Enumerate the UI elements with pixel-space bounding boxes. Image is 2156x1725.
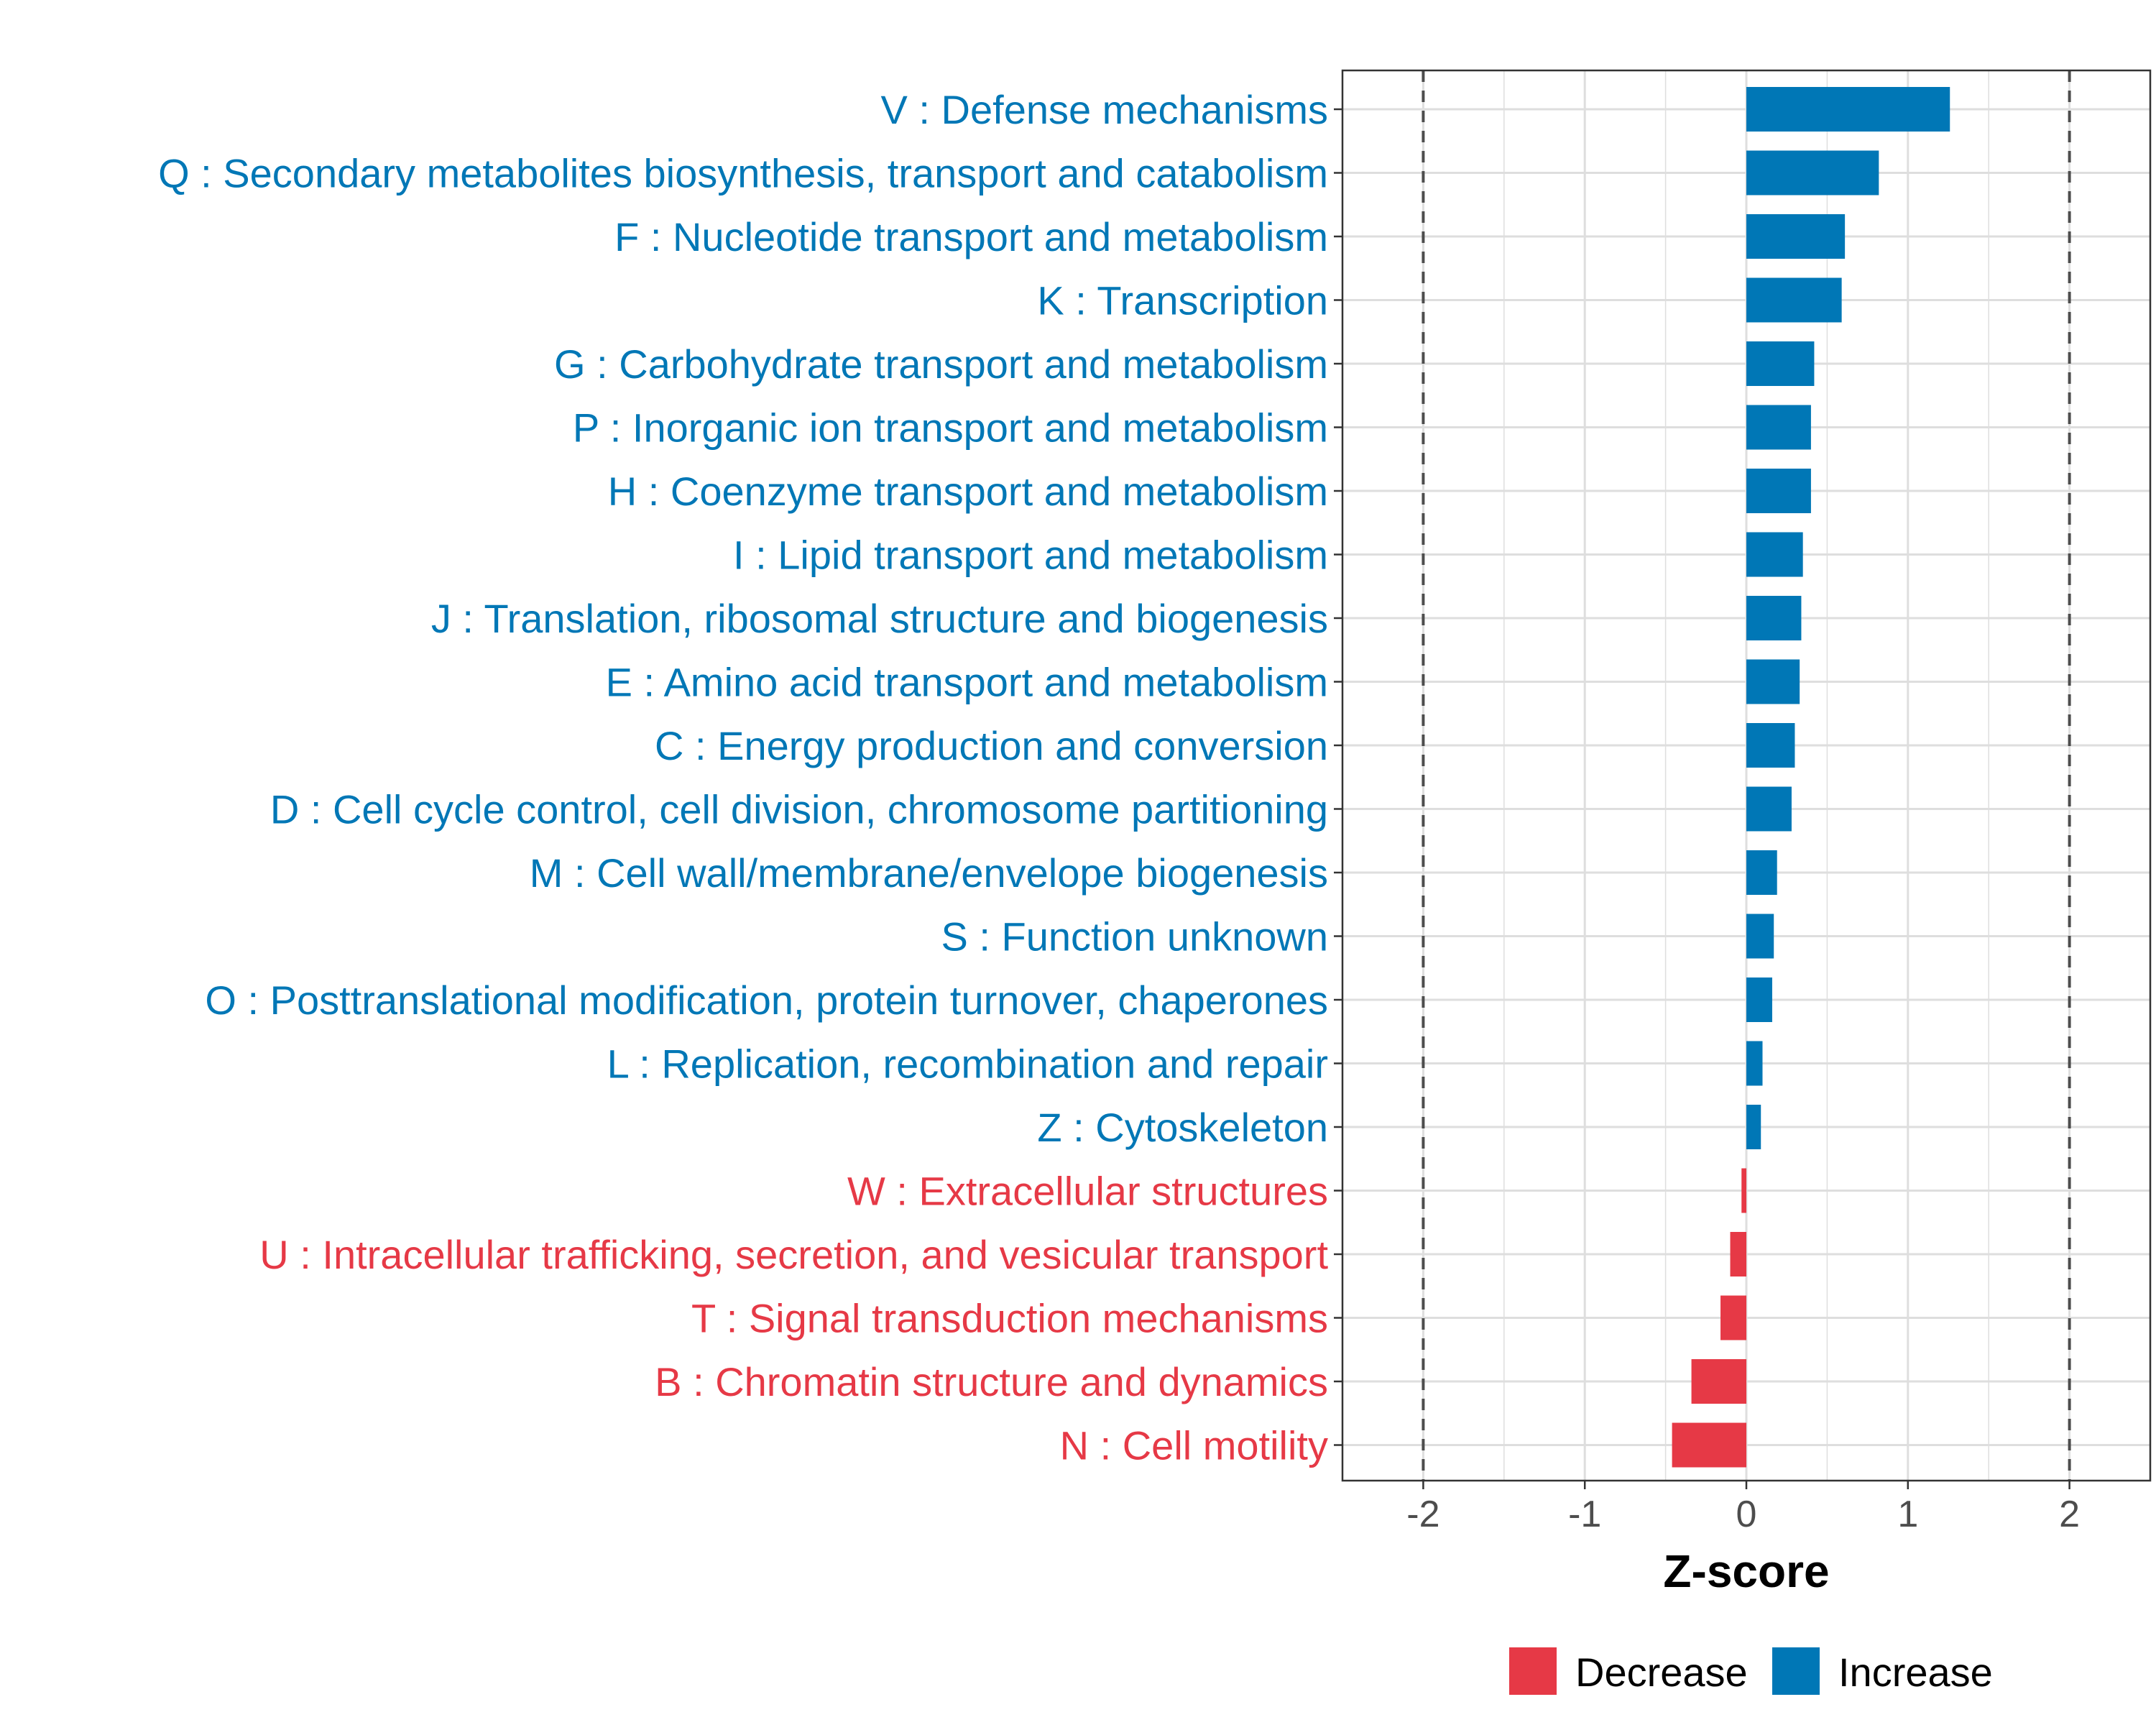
- x-axis-title: Z-score: [1663, 1545, 1829, 1597]
- bar: [1746, 914, 1774, 959]
- category-label: Z : Cytoskeleton: [1037, 1105, 1328, 1150]
- bar: [1746, 596, 1802, 640]
- category-label: H : Coenzyme transport and metabolism: [608, 469, 1328, 514]
- legend-swatch: [1509, 1647, 1557, 1695]
- category-label: T : Signal transduction mechanisms: [691, 1296, 1328, 1341]
- category-labels: V : Defense mechanisms Q : Secondary meta…: [158, 87, 1342, 1468]
- bar: [1746, 1041, 1763, 1086]
- category-label: P : Inorganic ion transport and metaboli…: [573, 405, 1328, 451]
- bar: [1746, 469, 1811, 513]
- category-label: U : Intracellular trafficking, secretion…: [259, 1232, 1328, 1277]
- x-tick-label: -1: [1568, 1494, 1601, 1535]
- bar: [1746, 87, 1950, 132]
- category-label: S : Function unknown: [941, 914, 1328, 960]
- category-label: M : Cell wall/membrane/envelope biogenes…: [530, 850, 1328, 896]
- category-label: L : Replication, recombination and repai…: [607, 1041, 1328, 1087]
- bar: [1746, 659, 1800, 704]
- category-label: Q : Secondary metabolites biosynthesis, …: [158, 151, 1328, 196]
- category-label: V : Defense mechanisms: [881, 87, 1328, 132]
- bar: [1746, 1105, 1761, 1149]
- bar: [1746, 786, 1792, 832]
- bar: [1741, 1168, 1746, 1213]
- bar: [1746, 850, 1777, 895]
- legend: Decrease Increase: [1509, 1647, 1993, 1695]
- category-label: W : Extracellular structures: [847, 1169, 1328, 1214]
- bar-layer: [1672, 87, 1950, 1468]
- x-tick-label: 2: [2059, 1494, 2080, 1535]
- legend-label: Decrease: [1575, 1650, 1748, 1695]
- bar: [1746, 978, 1772, 1022]
- reference-lines: [1422, 70, 2071, 1481]
- legend-swatch: [1772, 1647, 1820, 1695]
- bar: [1746, 341, 1815, 386]
- category-label: G : Carbohydrate transport and metabolis…: [554, 341, 1328, 387]
- category-label: B : Chromatin structure and dynamics: [655, 1359, 1328, 1404]
- category-label: D : Cell cycle control, cell division, c…: [270, 787, 1328, 832]
- x-tick-label: -2: [1406, 1494, 1439, 1535]
- x-axis-ticks: -2 -1 0 1 2: [1406, 1481, 2080, 1535]
- category-label: O : Posttranslational modification, prot…: [205, 978, 1328, 1023]
- bar: [1730, 1232, 1746, 1276]
- bar: [1746, 214, 1846, 259]
- bar: [1746, 723, 1795, 768]
- x-tick-label: 1: [1897, 1494, 1918, 1535]
- bar: [1691, 1359, 1746, 1404]
- category-label: E : Amino acid transport and metabolism: [606, 660, 1328, 705]
- bar: [1746, 150, 1879, 196]
- category-label: F : Nucleotide transport and metabolism: [614, 214, 1328, 259]
- bar: [1720, 1295, 1746, 1340]
- x-tick-label: 0: [1736, 1494, 1757, 1535]
- bar: [1746, 277, 1842, 323]
- category-label: C : Energy production and conversion: [655, 723, 1328, 768]
- bar: [1746, 405, 1811, 450]
- category-label: I : Lipid transport and metabolism: [733, 533, 1328, 578]
- legend-label: Increase: [1838, 1650, 1993, 1695]
- category-label: K : Transcription: [1037, 278, 1328, 323]
- bar: [1746, 532, 1803, 577]
- category-label: N : Cell motility: [1060, 1423, 1328, 1468]
- bar: [1672, 1422, 1746, 1468]
- category-label: J : Translation, ribosomal structure and…: [431, 596, 1328, 641]
